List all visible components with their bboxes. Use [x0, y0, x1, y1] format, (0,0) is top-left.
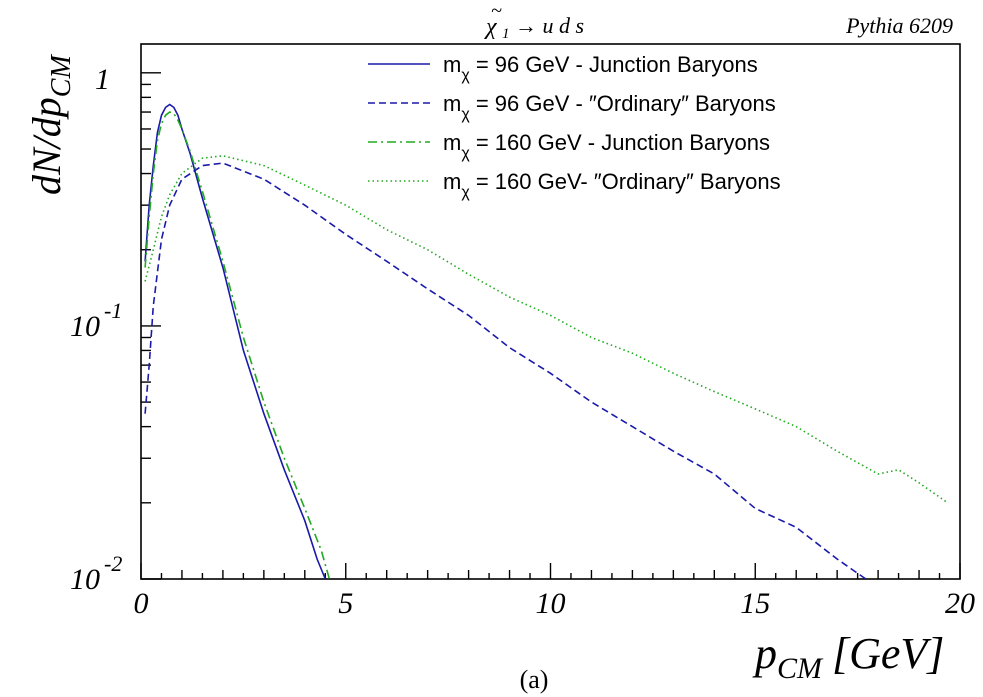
series-lines [144, 103, 949, 580]
x-tick-label: 20 [945, 587, 975, 620]
svg-text:pCM[GeV]: pCM [GeV] [752, 629, 944, 685]
y-tick-label-base: 10 [70, 563, 100, 596]
x-axis-label-sub: CM [777, 652, 824, 685]
svg-text:dN/dpCM: dN/dpCM [24, 54, 77, 195]
y-axis-label-main: dN/dp [24, 97, 69, 195]
y-tick-label: 1 [95, 63, 110, 96]
x-tick-label: 0 [134, 587, 149, 620]
series-line-1 [144, 103, 327, 580]
legend-label: mχ = 96 GeV - Junction Baryons [443, 52, 758, 84]
legend-label: mχ = 96 GeV - ″Ordinary″ Baryons [443, 91, 776, 123]
x-tick-label: 15 [740, 587, 770, 620]
legend-item-1: mχ = 96 GeV - Junction Baryons [368, 52, 758, 84]
series-line-4 [144, 154, 949, 504]
axis-ticks [140, 72, 961, 580]
y-tick-label: 10 -2 [70, 551, 122, 596]
legend-label: mχ = 160 GeV- ″Ordinary″ Baryons [443, 169, 781, 201]
y-tick-label-base: 1 [95, 63, 110, 96]
title-tilde: ~ [491, 0, 502, 22]
title-chi: χ [484, 14, 498, 40]
x-axis-label-p: p [752, 629, 777, 678]
x-tick-label: 5 [338, 587, 353, 620]
x-axis-label-unit: [GeV] [832, 629, 944, 678]
legend-item-4: mχ = 160 GeV- ″Ordinary″ Baryons [368, 169, 781, 201]
y-tick-label-exponent: -2 [104, 551, 122, 576]
x-tick-label: 10 [536, 587, 566, 620]
legend-label: mχ = 160 GeV - Junction Baryons [443, 130, 770, 162]
legend-item-3: mχ = 160 GeV - Junction Baryons [368, 130, 770, 162]
y-axis-label-sub: CM [46, 54, 77, 98]
y-tick-label: 10 -1 [70, 298, 122, 343]
legend: mχ = 96 GeV - Junction Baryons mχ = 96 Ge… [368, 52, 781, 201]
x-axis-label: pCM [GeV] [752, 629, 944, 685]
y-tick-label-exponent: -1 [104, 298, 122, 323]
plot-frame [140, 43, 961, 580]
legend-item-2: mχ = 96 GeV - ″Ordinary″ Baryons [368, 91, 776, 123]
title-subscript: 1 [502, 26, 510, 42]
series-line-2 [144, 162, 867, 580]
generator-label: Pythia 6209 [845, 13, 953, 38]
chart-title: ~ χ 1 → u d s [484, 0, 584, 42]
y-tick-label-base: 10 [70, 310, 100, 343]
figure-caption: (a) [520, 665, 549, 694]
y-axis-label: dN/dpCM [24, 54, 77, 195]
series-line-3 [144, 111, 331, 580]
title-rest: → u d s [515, 13, 584, 38]
